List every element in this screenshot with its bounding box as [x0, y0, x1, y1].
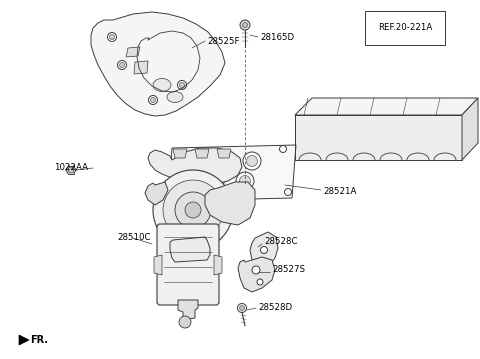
Polygon shape — [126, 47, 140, 57]
Circle shape — [247, 155, 257, 167]
Circle shape — [176, 174, 194, 192]
Polygon shape — [205, 182, 255, 225]
Polygon shape — [214, 255, 222, 275]
Circle shape — [175, 149, 181, 157]
Circle shape — [240, 20, 250, 30]
Circle shape — [213, 153, 231, 171]
Ellipse shape — [153, 79, 171, 92]
Circle shape — [236, 172, 254, 190]
Circle shape — [257, 279, 263, 285]
Polygon shape — [250, 232, 278, 266]
Circle shape — [285, 188, 291, 196]
Ellipse shape — [167, 92, 183, 103]
Text: 28528D: 28528D — [258, 303, 292, 312]
Circle shape — [187, 158, 197, 168]
Circle shape — [179, 316, 191, 328]
Circle shape — [177, 191, 183, 199]
Polygon shape — [148, 148, 242, 184]
Polygon shape — [168, 145, 296, 201]
Text: 28510C: 28510C — [117, 233, 151, 242]
Circle shape — [206, 173, 224, 191]
Polygon shape — [134, 61, 148, 74]
Polygon shape — [173, 149, 187, 158]
Circle shape — [180, 83, 184, 88]
Circle shape — [185, 202, 201, 218]
Polygon shape — [217, 149, 231, 158]
Circle shape — [148, 95, 157, 104]
Circle shape — [68, 167, 74, 173]
Circle shape — [109, 34, 115, 39]
Polygon shape — [154, 255, 162, 275]
Circle shape — [163, 180, 223, 240]
Polygon shape — [178, 300, 198, 320]
Circle shape — [216, 157, 228, 168]
Polygon shape — [238, 257, 275, 292]
Circle shape — [240, 176, 251, 186]
Text: 28521A: 28521A — [323, 187, 356, 196]
Text: FR.: FR. — [30, 335, 48, 345]
Circle shape — [243, 152, 261, 170]
Circle shape — [252, 266, 260, 274]
Circle shape — [178, 80, 187, 89]
Circle shape — [240, 306, 244, 311]
Text: 1022AA: 1022AA — [54, 163, 88, 173]
Circle shape — [118, 61, 127, 70]
Polygon shape — [19, 335, 29, 345]
Circle shape — [175, 192, 211, 228]
Polygon shape — [295, 98, 478, 115]
Text: 28527S: 28527S — [272, 266, 305, 275]
Circle shape — [108, 33, 117, 42]
Circle shape — [209, 177, 220, 187]
Polygon shape — [462, 98, 478, 160]
Text: 28528C: 28528C — [264, 238, 298, 247]
FancyBboxPatch shape — [157, 224, 219, 305]
Polygon shape — [195, 149, 209, 158]
Circle shape — [261, 247, 267, 253]
Text: 28165D: 28165D — [260, 33, 294, 42]
Circle shape — [120, 62, 124, 67]
Circle shape — [180, 177, 191, 188]
Circle shape — [153, 170, 233, 250]
Text: REF.20-221A: REF.20-221A — [378, 23, 432, 33]
Polygon shape — [295, 115, 462, 160]
Circle shape — [279, 145, 287, 153]
Circle shape — [183, 154, 201, 172]
Circle shape — [238, 303, 247, 312]
Circle shape — [151, 98, 156, 103]
Polygon shape — [145, 182, 168, 205]
Text: 28525F: 28525F — [207, 37, 240, 47]
Polygon shape — [170, 237, 210, 262]
Polygon shape — [91, 12, 225, 116]
Circle shape — [242, 23, 248, 28]
